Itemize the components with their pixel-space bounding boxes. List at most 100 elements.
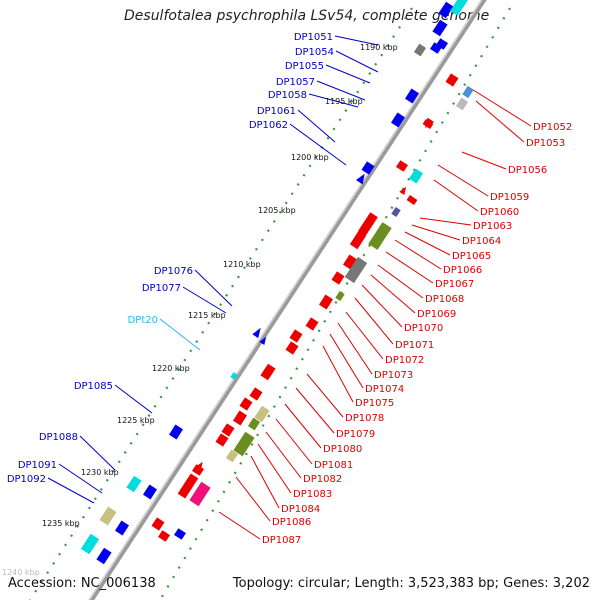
gene-label-left[interactable]: DP1092 (7, 474, 46, 485)
right-strand-gene[interactable] (233, 410, 247, 426)
right-strand-gene[interactable] (391, 207, 401, 217)
gene-label-left[interactable]: DP1076 (154, 266, 193, 277)
right-strand-gene[interactable] (247, 417, 261, 431)
gene-label-left[interactable]: DP1055 (285, 61, 324, 72)
gene-label-right[interactable]: DP1079 (336, 429, 375, 440)
right-strand-gene[interactable] (233, 431, 255, 457)
gene-label-right[interactable]: DP1078 (345, 413, 384, 424)
right-strand-gene[interactable] (158, 530, 170, 542)
right-strand-gene[interactable] (344, 256, 368, 284)
left-strand-gene[interactable] (405, 88, 419, 104)
left-strand-gene[interactable] (169, 424, 183, 440)
left-strand-gene[interactable] (99, 506, 117, 526)
right-strand-gene[interactable] (305, 317, 319, 331)
left-strand-gene[interactable] (430, 42, 442, 54)
right-strand-gene[interactable] (406, 195, 418, 205)
gene-label-right[interactable]: DP1073 (374, 370, 413, 381)
right-strand-gene[interactable] (215, 433, 229, 447)
gene-label-left[interactable]: DP1051 (294, 32, 333, 43)
left-strand-gene[interactable] (259, 336, 267, 345)
right-strand-gene[interactable] (349, 230, 367, 250)
right-strand-gene[interactable] (396, 160, 408, 172)
right-strand-gene[interactable] (319, 294, 333, 310)
gene-label-right[interactable]: DP1072 (385, 355, 424, 366)
right-strand-gene[interactable] (239, 397, 253, 411)
right-strand-gene[interactable] (189, 481, 211, 507)
kbp-label: 1220 kbp (152, 364, 190, 373)
gene-label-right[interactable]: DP1052 (533, 122, 572, 133)
right-strand-gene[interactable] (358, 212, 378, 236)
gene-label-right[interactable]: DP1053 (526, 138, 565, 149)
right-strand-gene[interactable] (289, 329, 303, 343)
right-strand-gene[interactable] (425, 117, 435, 129)
gene-label-left[interactable]: DP1054 (295, 47, 334, 58)
right-strand-gene[interactable] (221, 423, 235, 437)
left-strand-gene[interactable] (432, 19, 448, 37)
right-strand-gene[interactable] (193, 461, 203, 473)
left-strand-gene[interactable] (174, 528, 186, 540)
left-strand-gene[interactable] (391, 112, 405, 128)
gene-label-right[interactable]: DP1080 (323, 444, 362, 455)
gene-label-left[interactable]: DP1062 (249, 120, 288, 131)
gene-label-right[interactable]: DP1074 (365, 384, 404, 395)
left-strand-gene[interactable] (355, 173, 365, 185)
gene-label-left[interactable]: DP1058 (268, 90, 307, 101)
gene-label-right[interactable]: DP1071 (395, 340, 434, 351)
gene-label-right[interactable]: DP1067 (435, 279, 474, 290)
right-strand-gene[interactable] (335, 291, 345, 301)
gene-label-right[interactable]: DP1059 (490, 192, 529, 203)
gene-label-right[interactable]: DP1060 (480, 207, 519, 218)
gene-label-left[interactable]: DP1077 (142, 283, 181, 294)
right-strand-gene[interactable] (177, 473, 199, 499)
gene-label-right[interactable]: DP1064 (462, 236, 501, 247)
right-connector (437, 164, 489, 197)
left-strand-gene[interactable] (361, 161, 375, 175)
left-strand-gene[interactable] (80, 533, 100, 555)
gene-label-right[interactable]: DP1082 (303, 474, 342, 485)
left-strand-gene[interactable] (115, 520, 129, 536)
left-strand-gene[interactable] (450, 0, 470, 16)
right-strand-gene[interactable] (331, 271, 345, 285)
right-strand-gene[interactable] (445, 73, 459, 87)
gene-label-right[interactable]: DP1087 (262, 535, 301, 546)
right-connector (377, 264, 424, 299)
gene-label-right[interactable]: DP1068 (425, 294, 464, 305)
gene-label-right[interactable]: DP1070 (404, 323, 443, 334)
gene-label-left[interactable]: DPt20 (128, 315, 158, 326)
right-strand-gene[interactable] (455, 97, 469, 111)
left-strand-gene[interactable] (436, 38, 448, 50)
right-strand-gene[interactable] (462, 85, 474, 99)
right-strand-gene[interactable] (399, 186, 407, 195)
gene-label-right[interactable]: DP1063 (473, 221, 512, 232)
gene-label-right[interactable]: DP1066 (443, 265, 482, 276)
right-strand-gene[interactable] (151, 517, 165, 531)
left-strand-gene[interactable] (413, 43, 427, 57)
left-strand-gene[interactable] (252, 327, 261, 339)
left-strand-gene[interactable] (96, 547, 112, 565)
gene-label-left[interactable]: DP1057 (276, 77, 315, 88)
gene-label-right[interactable]: DP1075 (355, 398, 394, 409)
gene-label-right[interactable]: DP1056 (508, 165, 547, 176)
left-strand-gene[interactable] (230, 372, 238, 380)
gene-label-left[interactable]: DP1061 (257, 106, 296, 117)
gene-label-left[interactable]: DP1085 (74, 381, 113, 392)
right-strand-gene[interactable] (368, 222, 392, 250)
left-strand-gene[interactable] (438, 1, 454, 19)
gene-label-right[interactable]: DP1086 (272, 517, 311, 528)
right-strand-gene[interactable] (409, 168, 423, 184)
left-strand-gene[interactable] (126, 475, 142, 493)
right-strand-gene[interactable] (260, 363, 276, 381)
right-strand-gene[interactable] (249, 387, 263, 401)
gene-label-left[interactable]: DP1091 (18, 460, 57, 471)
right-strand-gene[interactable] (285, 341, 299, 355)
right-strand-gene[interactable] (225, 449, 239, 463)
gene-label-left[interactable]: DP1088 (39, 432, 78, 443)
right-strand-gene[interactable] (343, 254, 357, 270)
gene-label-right[interactable]: DP1081 (314, 460, 353, 471)
left-strand-gene[interactable] (143, 484, 157, 500)
gene-label-right[interactable]: DP1084 (281, 504, 320, 515)
gene-label-right[interactable]: DP1069 (417, 309, 456, 320)
gene-label-right[interactable]: DP1065 (452, 251, 491, 262)
gene-label-right[interactable]: DP1083 (293, 489, 332, 500)
right-strand-gene[interactable] (254, 405, 270, 423)
